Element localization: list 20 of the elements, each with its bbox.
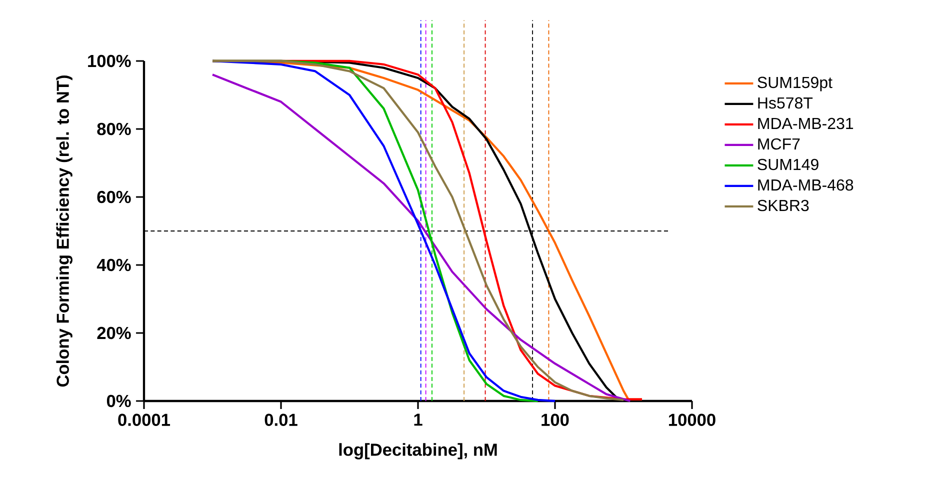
legend-label: MDA-MB-231 <box>758 118 854 130</box>
legend-label: SKBR3 <box>758 200 809 212</box>
x-tick-label: 10000 <box>668 414 716 426</box>
y-axis-title: Colony Forming Efficiency (rel. to NT) <box>56 76 72 387</box>
y-tick-label: 20% <box>97 326 131 340</box>
x-tick-label: 0.0001 <box>118 414 170 426</box>
y-tick-label: 0% <box>106 394 131 408</box>
x-axis-title: log[Decitabine], nM <box>339 443 497 460</box>
x-tick-label: 0.01 <box>264 414 298 426</box>
y-tick-label: 60% <box>97 190 131 204</box>
x-tick-label: 100 <box>542 414 569 426</box>
legend-label: Hs578T <box>758 97 813 109</box>
legend-label: MCF7 <box>758 138 800 150</box>
y-tick-label: 100% <box>88 54 131 68</box>
y-tick-label: 40% <box>96 258 131 272</box>
legend-label: SUM159pt <box>758 76 832 92</box>
legend-label: MDA-MB-468 <box>758 179 854 191</box>
x-tick-label: 1 <box>414 414 422 426</box>
legend-label: SUM149 <box>758 158 818 170</box>
y-tick-label: 80% <box>97 122 131 136</box>
